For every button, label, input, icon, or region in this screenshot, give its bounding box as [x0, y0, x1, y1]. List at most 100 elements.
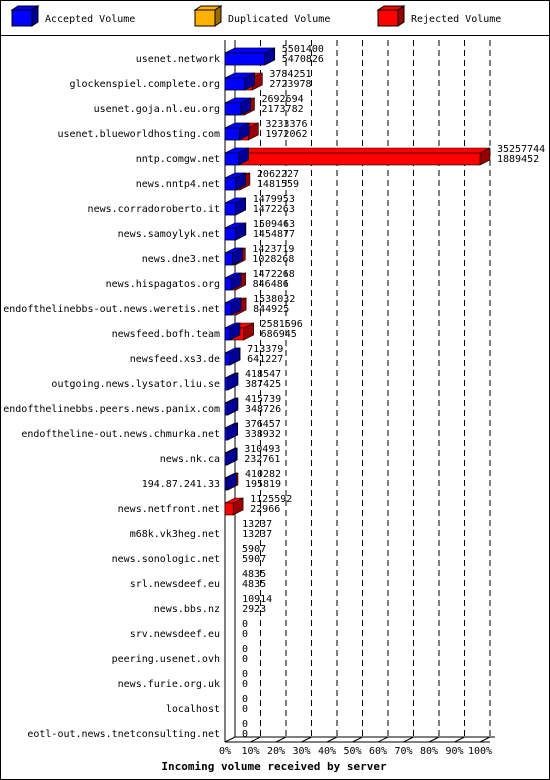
- value-label: 846486: [253, 279, 289, 290]
- x-tick: [403, 736, 414, 743]
- bar: [224, 347, 240, 366]
- y-tick-label: newsfeed.bofh.team: [112, 329, 220, 340]
- legend-label: Accepted Volume: [45, 14, 135, 25]
- y-tick-label: 194.87.241.33: [142, 479, 220, 490]
- legend-item: Duplicated Volume: [193, 5, 330, 27]
- value-label: 13237: [242, 529, 272, 540]
- legend-label: Duplicated Volume: [228, 14, 330, 25]
- y-tick-label: news.netfront.net: [118, 504, 220, 515]
- value-label: 348726: [245, 404, 281, 415]
- value-label: 2923: [242, 604, 266, 615]
- x-tick: [250, 736, 261, 743]
- value-label: 1028268: [252, 254, 294, 265]
- bar-front: [224, 352, 230, 366]
- bar-front: [224, 477, 227, 491]
- value-label: 1889452: [497, 154, 539, 165]
- x-tick: [275, 736, 287, 743]
- value-label: 0: [242, 694, 248, 705]
- bar: [224, 297, 242, 316]
- x-tick: [428, 736, 440, 743]
- bar: [224, 247, 243, 266]
- y-tick-label: news.dne3.net: [142, 254, 220, 265]
- value-label: 0: [242, 619, 248, 630]
- value-label: 5907: [242, 554, 266, 565]
- value-label: 2692694: [261, 94, 303, 105]
- bar: [224, 272, 242, 291]
- value-label: 0: [242, 679, 248, 690]
- x-tick: [454, 736, 465, 743]
- value-label: 195819: [245, 479, 281, 490]
- y-tick-label: localhost: [166, 704, 220, 715]
- bar-front: [224, 427, 228, 441]
- legend-item: Rejected Volume: [376, 5, 501, 27]
- y-tick-label: news.corradoroberto.it: [88, 204, 220, 215]
- bar-front: [224, 177, 237, 191]
- bar-front: [224, 152, 239, 166]
- value-label: 387425: [245, 379, 281, 390]
- legend-swatch-side: [397, 5, 405, 27]
- bar: [224, 222, 246, 241]
- bar-front: [224, 227, 236, 241]
- bar-front: [224, 277, 232, 291]
- bar: [224, 372, 239, 391]
- value-label: 410282: [245, 469, 281, 480]
- value-label: 415739: [245, 394, 281, 405]
- y-tick-label: usenet.goja.nl.eu.org: [94, 104, 220, 115]
- bar: [224, 147, 491, 166]
- x-tick-label: 0%: [219, 746, 231, 757]
- legend-swatch: [194, 9, 216, 27]
- value-label: 1423719: [252, 244, 294, 255]
- bar: [224, 197, 246, 216]
- x-tick-label: 50%: [343, 746, 361, 757]
- value-label: 1509463: [253, 219, 295, 230]
- bar: [224, 47, 275, 66]
- value-label: 1538032: [253, 294, 295, 305]
- x-tick-label: 70%: [394, 746, 412, 757]
- value-label: 2062227: [257, 169, 299, 180]
- value-label: 310493: [244, 444, 280, 455]
- value-label: 4835: [242, 569, 266, 580]
- y-tick-label: outgoing.news.lysator.liu.se: [51, 379, 220, 390]
- y-tick-label: srv.newsdeef.eu: [130, 629, 220, 640]
- value-label: 0: [242, 644, 248, 655]
- bar: [224, 122, 250, 141]
- value-label: 2173782: [261, 104, 303, 115]
- bar-front: [224, 127, 240, 141]
- legend-swatch: [377, 9, 399, 27]
- x-tick-label: 80%: [420, 746, 438, 757]
- x-tick-label: 30%: [292, 746, 310, 757]
- bar-side: [227, 397, 238, 416]
- bar-front: [224, 77, 246, 91]
- y-tick-label: news.nk.ca: [160, 454, 220, 465]
- legend-swatch-side: [214, 5, 222, 27]
- bar-front: [224, 452, 227, 466]
- value-label: 1125592: [250, 494, 292, 505]
- x-tick-label: 90%: [445, 746, 463, 757]
- y-tick-label: news.sonologic.net: [112, 554, 220, 565]
- bar-front: [224, 327, 231, 341]
- legend-label: Rejected Volume: [411, 14, 501, 25]
- bar-front: [224, 252, 233, 266]
- y-tick-label: news.hispagatos.org: [106, 279, 220, 290]
- bar-front: [224, 502, 234, 516]
- y-tick-label: endoftheline-out.news.chmurka.net: [21, 429, 220, 440]
- bar: [224, 497, 244, 516]
- value-label: 1972062: [265, 129, 307, 140]
- value-label: 418547: [245, 369, 281, 380]
- bar-front: [224, 202, 236, 216]
- y-tick-label: endofthelinebbs-out.news.weretis.net: [3, 304, 220, 315]
- value-label: 0: [242, 719, 248, 730]
- value-label: 22966: [250, 504, 280, 515]
- y-tick-label: glockenspiel.complete.org: [69, 79, 220, 90]
- bar-front: [224, 152, 481, 166]
- value-label: 5470826: [282, 54, 324, 65]
- y-tick-label: news.furie.org.uk: [118, 679, 220, 690]
- x-axis-title: Incoming volume received by server: [161, 760, 387, 773]
- bar: [224, 447, 237, 466]
- value-label: 2723978: [269, 79, 311, 90]
- value-label: 1472263: [253, 204, 295, 215]
- bar: [224, 72, 256, 91]
- x-tick-label: 100%: [468, 746, 492, 757]
- value-label: 5907: [242, 544, 266, 555]
